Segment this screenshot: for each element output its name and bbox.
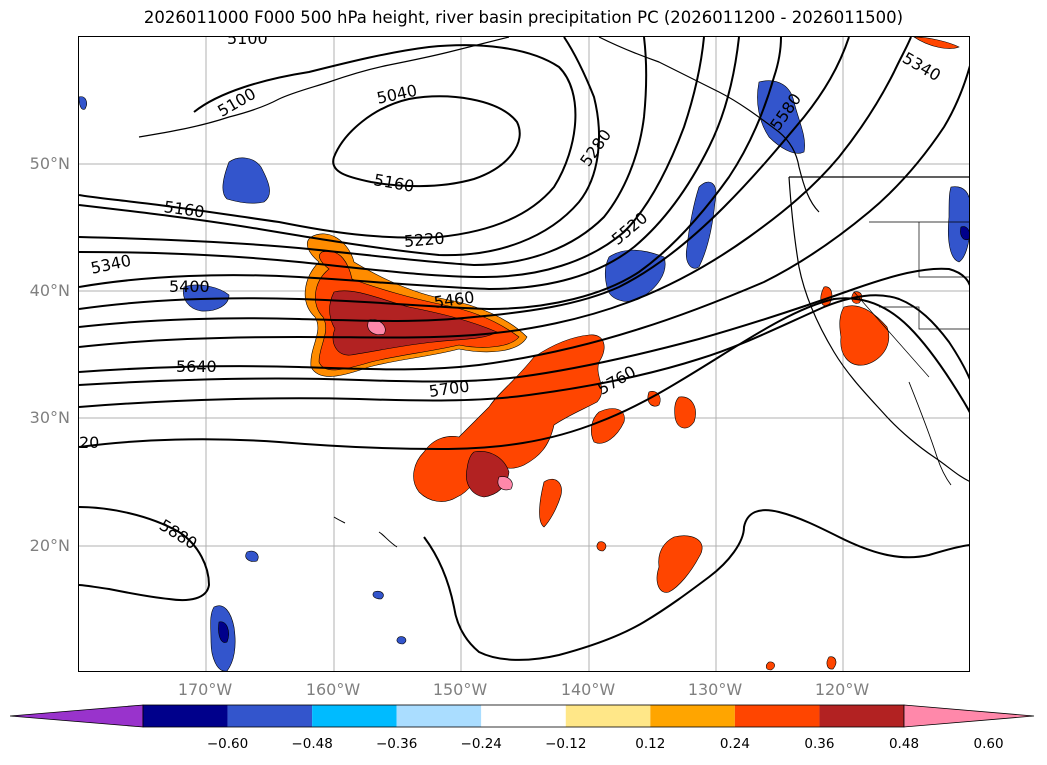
graticule — [79, 37, 969, 671]
precip-negative-regions — [79, 80, 969, 671]
contour-5880-east — [423, 509, 969, 661]
colorbar-segments — [10, 704, 1035, 728]
colorbar-segment — [819, 705, 904, 727]
contour-5760 — [79, 297, 969, 451]
colorbar-segment — [227, 705, 313, 727]
contour-label: 5640 — [176, 357, 217, 376]
colorbar-tick-label: 0.36 — [804, 736, 835, 752]
lon-label-120w: 120°W — [814, 680, 870, 699]
contour-5520 — [79, 37, 912, 348]
colorbar-tick-label: −0.60 — [206, 736, 249, 752]
colorbar-tick-label: −0.12 — [545, 736, 587, 752]
lon-label-170w: 170°W — [177, 680, 233, 699]
lon-label-150w: 150°W — [432, 680, 488, 699]
lat-label-20n: 20°N — [29, 536, 70, 555]
contour-label: 5400 — [169, 277, 210, 296]
contour-5220 — [79, 37, 648, 267]
height-contours — [79, 37, 969, 661]
map-plot-area: 5100 5040 5160 5160 5220 5340 5400 5460 5640 5700… — [78, 36, 970, 672]
colorbar-tick-label: −0.36 — [375, 736, 418, 752]
baja-coast — [908, 381, 952, 486]
colorbar-segment — [650, 705, 735, 727]
contour-5460 — [79, 37, 850, 328]
us-west-coast — [788, 176, 969, 482]
colorbar-tick-label: −0.48 — [291, 736, 333, 752]
precip-positive-regions — [304, 37, 960, 671]
contour-label: 5100 — [227, 36, 268, 48]
ca-nv-border — [853, 291, 930, 378]
aleutian-coast — [138, 37, 510, 138]
alaska-coast — [598, 37, 820, 213]
contour-5280 — [79, 37, 705, 279]
colorbar-extend-min — [10, 704, 144, 728]
colorbar — [10, 704, 1035, 728]
coastlines — [138, 37, 969, 548]
colorbar-tick-label: 0.12 — [635, 736, 666, 752]
contour-5700 — [79, 294, 969, 408]
state-borders-north — [869, 221, 969, 278]
contour-5880-west — [79, 506, 211, 602]
state-borders — [879, 306, 969, 330]
contour-5160 — [79, 37, 600, 257]
contour-5580 — [79, 65, 969, 373]
lat-label-50n: 50°N — [29, 154, 70, 173]
colorbar-tick-label: 0.60 — [973, 736, 1004, 752]
colorbar-extend-max — [903, 704, 1035, 728]
contour-5340 — [79, 37, 740, 291]
colorbar-segment — [143, 705, 228, 727]
map-title: 2026011000 F000 500 hPa height, river ba… — [143, 8, 904, 27]
contour-5040 — [332, 95, 521, 188]
map-canvas — [79, 37, 969, 671]
lat-label-40n: 40°N — [29, 281, 70, 300]
colorbar-segment — [734, 705, 820, 727]
colorbar-segment — [565, 705, 651, 727]
colorbar-segment — [396, 705, 482, 727]
hawaii-islands — [333, 516, 398, 548]
contour-5100 — [79, 44, 577, 239]
contour-5640 — [79, 267, 969, 386]
lon-label-160w: 160°W — [305, 680, 361, 699]
lon-label-140w: 140°W — [560, 680, 616, 699]
contour-5400 — [79, 37, 782, 311]
contour-label: 20 — [79, 433, 100, 452]
colorbar-segment — [312, 705, 397, 727]
lon-label-130w: 130°W — [687, 680, 743, 699]
colorbar-tick-label: 0.48 — [888, 736, 920, 752]
contour-label: 5220 — [403, 228, 446, 251]
lat-label-30n: 30°N — [29, 408, 70, 427]
colorbar-segment — [481, 705, 566, 727]
colorbar-tick-label: −0.24 — [460, 736, 502, 752]
colorbar-tick-label: 0.24 — [719, 736, 750, 752]
